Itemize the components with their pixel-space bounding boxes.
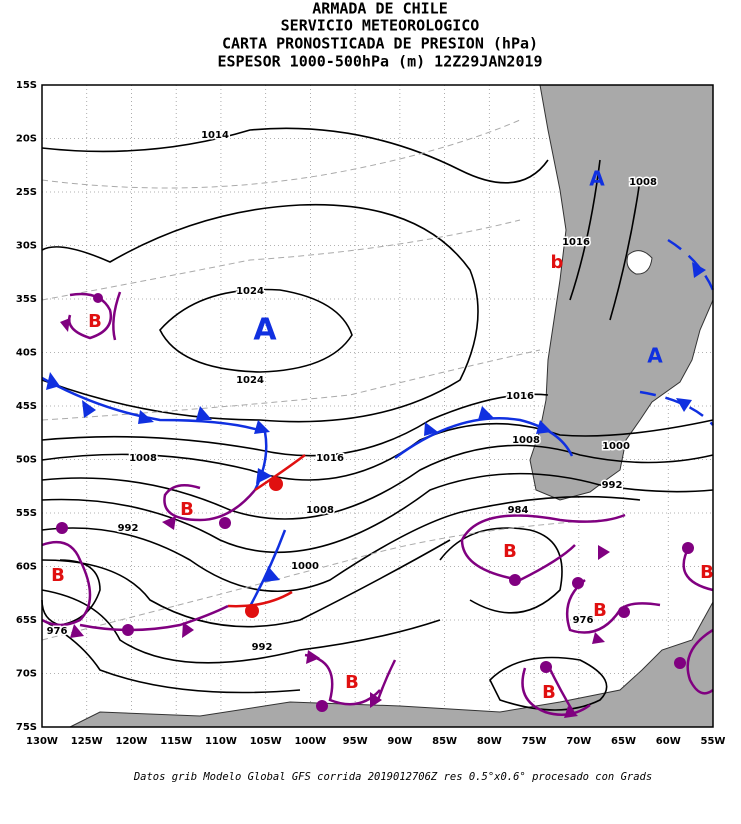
lat-label: 40S bbox=[16, 348, 37, 359]
low-center: B bbox=[51, 565, 65, 586]
land-lake bbox=[626, 250, 653, 275]
isobar-label: 992 bbox=[252, 642, 273, 653]
isobar-label: 1016 bbox=[562, 237, 590, 248]
lat-label: 20S bbox=[16, 134, 37, 145]
lon-label: 65W bbox=[611, 736, 636, 747]
lon-label: 100W bbox=[294, 736, 326, 747]
lon-label: 55W bbox=[701, 736, 726, 747]
lat-label: 60S bbox=[16, 562, 37, 573]
isobar-label: 976 bbox=[573, 615, 594, 626]
title-line: ARMADA DE CHILE bbox=[312, 0, 447, 18]
isobar-label: 1014 bbox=[201, 130, 229, 141]
low-center: B bbox=[88, 311, 102, 332]
isobar-label: 1016 bbox=[506, 391, 534, 402]
lat-label: 30S bbox=[16, 241, 37, 252]
isobar-label: 992 bbox=[118, 523, 139, 534]
lon-label: 105W bbox=[250, 736, 282, 747]
land-antarctica bbox=[69, 601, 714, 728]
high-center: A bbox=[253, 313, 277, 348]
title-line: ESPESOR 1000-500hPa (m) 12Z29JAN2019 bbox=[217, 53, 542, 71]
low-center: B bbox=[180, 499, 194, 520]
isobar-label: 976 bbox=[47, 626, 68, 637]
high-center: A bbox=[647, 344, 663, 368]
lat-label: 15S bbox=[16, 80, 37, 91]
low-center: b bbox=[551, 252, 564, 273]
isobar-label: 1008 bbox=[512, 435, 540, 446]
lon-label: 95W bbox=[343, 736, 368, 747]
isobar-label: 984 bbox=[508, 505, 529, 516]
lon-label: 60W bbox=[656, 736, 681, 747]
low-center: B bbox=[593, 600, 607, 621]
isobar-labels: 1014 1024 1024 1016 1008 1008 1000 992 9… bbox=[45, 129, 658, 655]
pressure-centers: A A A B B B B B B B B b bbox=[51, 167, 714, 704]
lon-label: 115W bbox=[160, 736, 192, 747]
isobar-label: 1000 bbox=[602, 441, 630, 452]
lat-label: 75S bbox=[16, 722, 37, 733]
axis-labels: 15S 20S 25S 30S 35S 40S 45S 50S 55S 60S 65S 70S 75S 1… bbox=[16, 80, 726, 747]
lat-label: 70S bbox=[16, 669, 37, 680]
lon-label: 85W bbox=[432, 736, 457, 747]
lat-label: 25S bbox=[16, 187, 37, 198]
lon-label: 125W bbox=[71, 736, 103, 747]
isobar-label: 1024 bbox=[236, 286, 264, 297]
low-center: B bbox=[503, 541, 517, 562]
isobar-label: 1016 bbox=[316, 453, 344, 464]
lat-label: 55S bbox=[16, 508, 37, 519]
lat-label: 50S bbox=[16, 455, 37, 466]
lon-label: 120W bbox=[116, 736, 148, 747]
title-line: CARTA PRONOSTICADA DE PRESION (hPa) bbox=[222, 35, 538, 53]
lon-label: 110W bbox=[205, 736, 237, 747]
low-center: B bbox=[700, 562, 714, 583]
low-center: B bbox=[345, 672, 359, 693]
lon-label: 70W bbox=[566, 736, 591, 747]
isobar-label: 1000 bbox=[291, 561, 319, 572]
isobar-label: 1008 bbox=[629, 177, 657, 188]
lon-label: 90W bbox=[387, 736, 412, 747]
isobar-label: 992 bbox=[602, 480, 623, 491]
lat-label: 45S bbox=[16, 401, 37, 412]
high-center: A bbox=[589, 167, 605, 191]
low-center: B bbox=[542, 682, 556, 703]
lon-label: 80W bbox=[477, 736, 502, 747]
isobar-label: 1024 bbox=[236, 375, 264, 386]
lat-label: 65S bbox=[16, 615, 37, 626]
lon-label: 75W bbox=[522, 736, 547, 747]
thickness-lines bbox=[41, 119, 601, 641]
lat-label: 35S bbox=[16, 294, 37, 305]
lon-label: 130W bbox=[26, 736, 58, 747]
footer-note: Datos grib Modelo Global GFS corrida 201… bbox=[133, 771, 652, 783]
isobar-label: 1008 bbox=[129, 453, 157, 464]
front-symbols bbox=[46, 262, 706, 718]
title-line: SERVICIO METEOROLOGICO bbox=[281, 17, 480, 35]
map-frame bbox=[41, 84, 714, 728]
isobar-label: 1008 bbox=[306, 505, 334, 516]
fronts bbox=[41, 238, 715, 717]
